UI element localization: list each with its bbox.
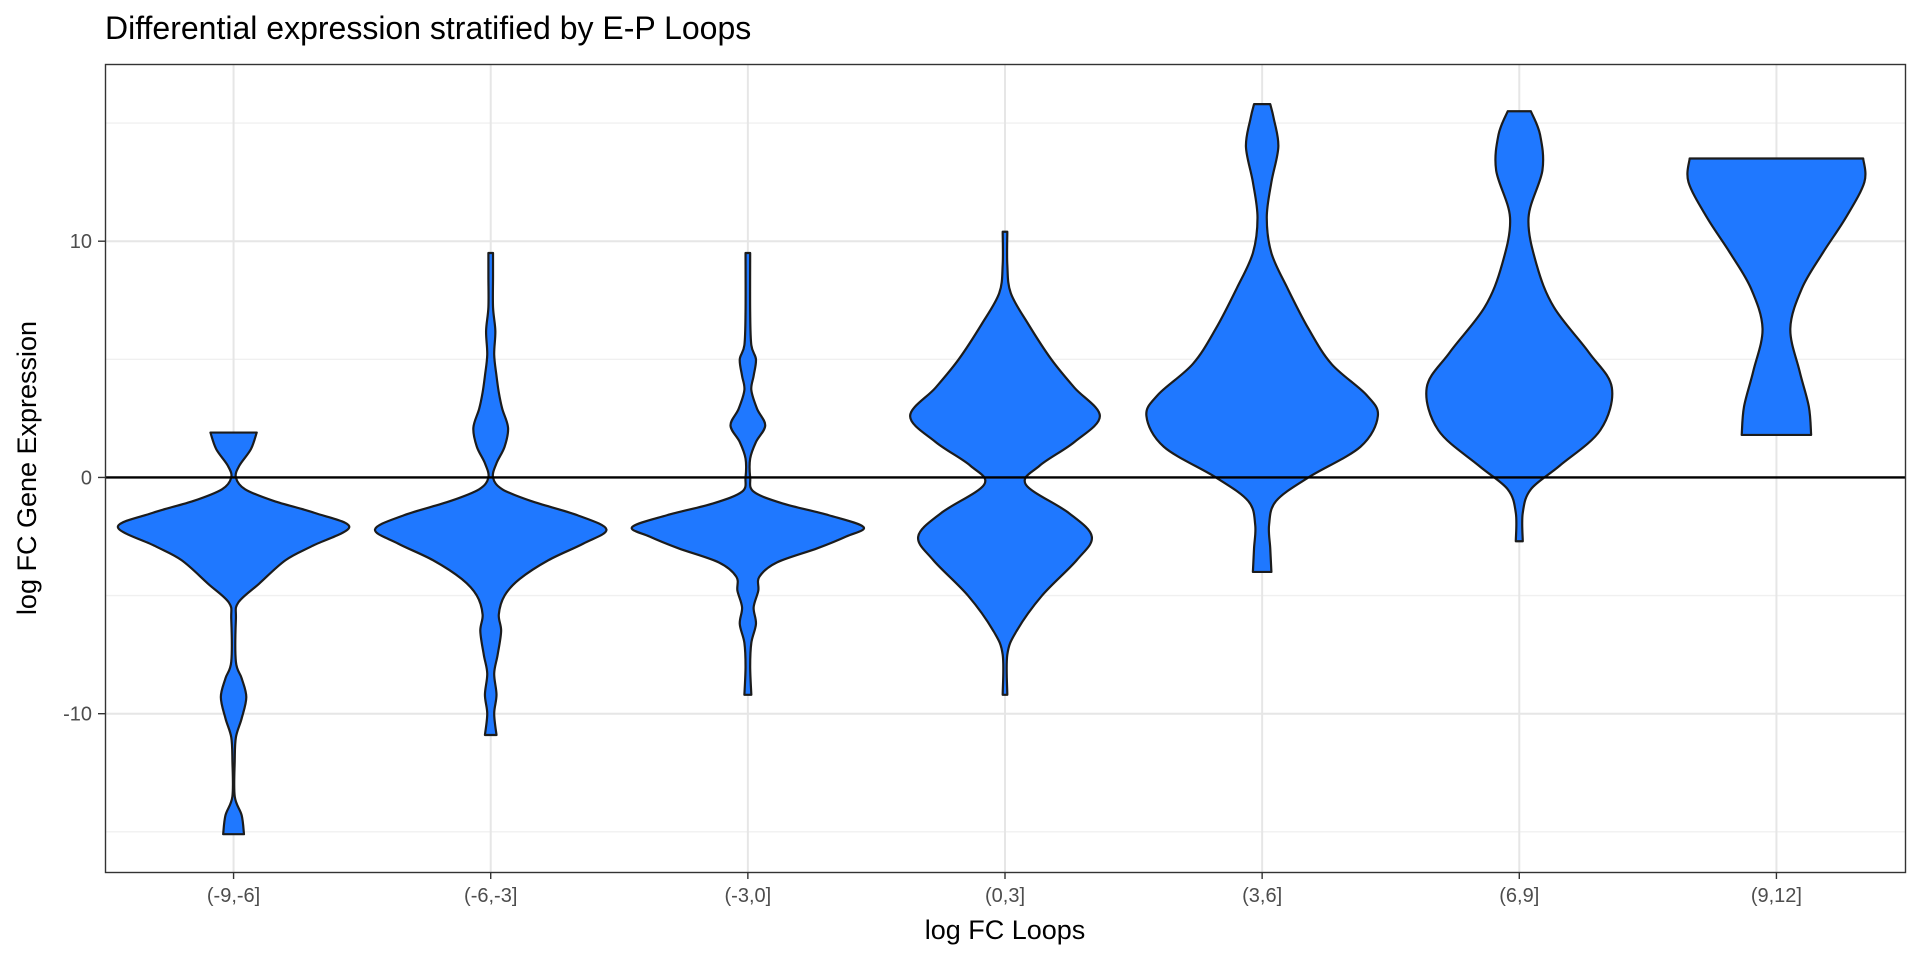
y-axis: -10 0 10 (63, 231, 105, 726)
violin-7 (1686, 157, 1867, 437)
violin-6 (1425, 110, 1614, 543)
x-tick-label: (-6,-3] (464, 885, 517, 907)
x-tick-label: (3,6] (1242, 885, 1282, 907)
x-tick-label: (-3,0] (725, 885, 772, 907)
violins (116, 103, 1867, 836)
x-tick-label: (6,9] (1499, 885, 1539, 907)
y-tick-label: 10 (70, 231, 92, 253)
x-tick-label: (0,3] (985, 885, 1025, 907)
chart-title: Differential expression stratified by E-… (105, 10, 751, 46)
y-tick-label: -10 (63, 704, 92, 726)
x-axis: (-9,-6] (-6,-3] (-3,0] (0,3] (3,6] (6,9] (9,12… (207, 872, 1802, 907)
violin-2 (373, 251, 608, 737)
violin-3 (630, 251, 866, 696)
y-axis-title: log FC Gene Expression (12, 321, 42, 615)
violin-5 (1145, 103, 1380, 574)
x-tick-label: (-9,-6] (207, 885, 260, 907)
x-axis-title: log FC Loops (925, 915, 1086, 945)
violin-1 (116, 431, 351, 836)
x-tick-label: (9,12] (1751, 885, 1802, 907)
y-tick-label: 0 (81, 467, 92, 489)
violin-4 (909, 230, 1101, 696)
